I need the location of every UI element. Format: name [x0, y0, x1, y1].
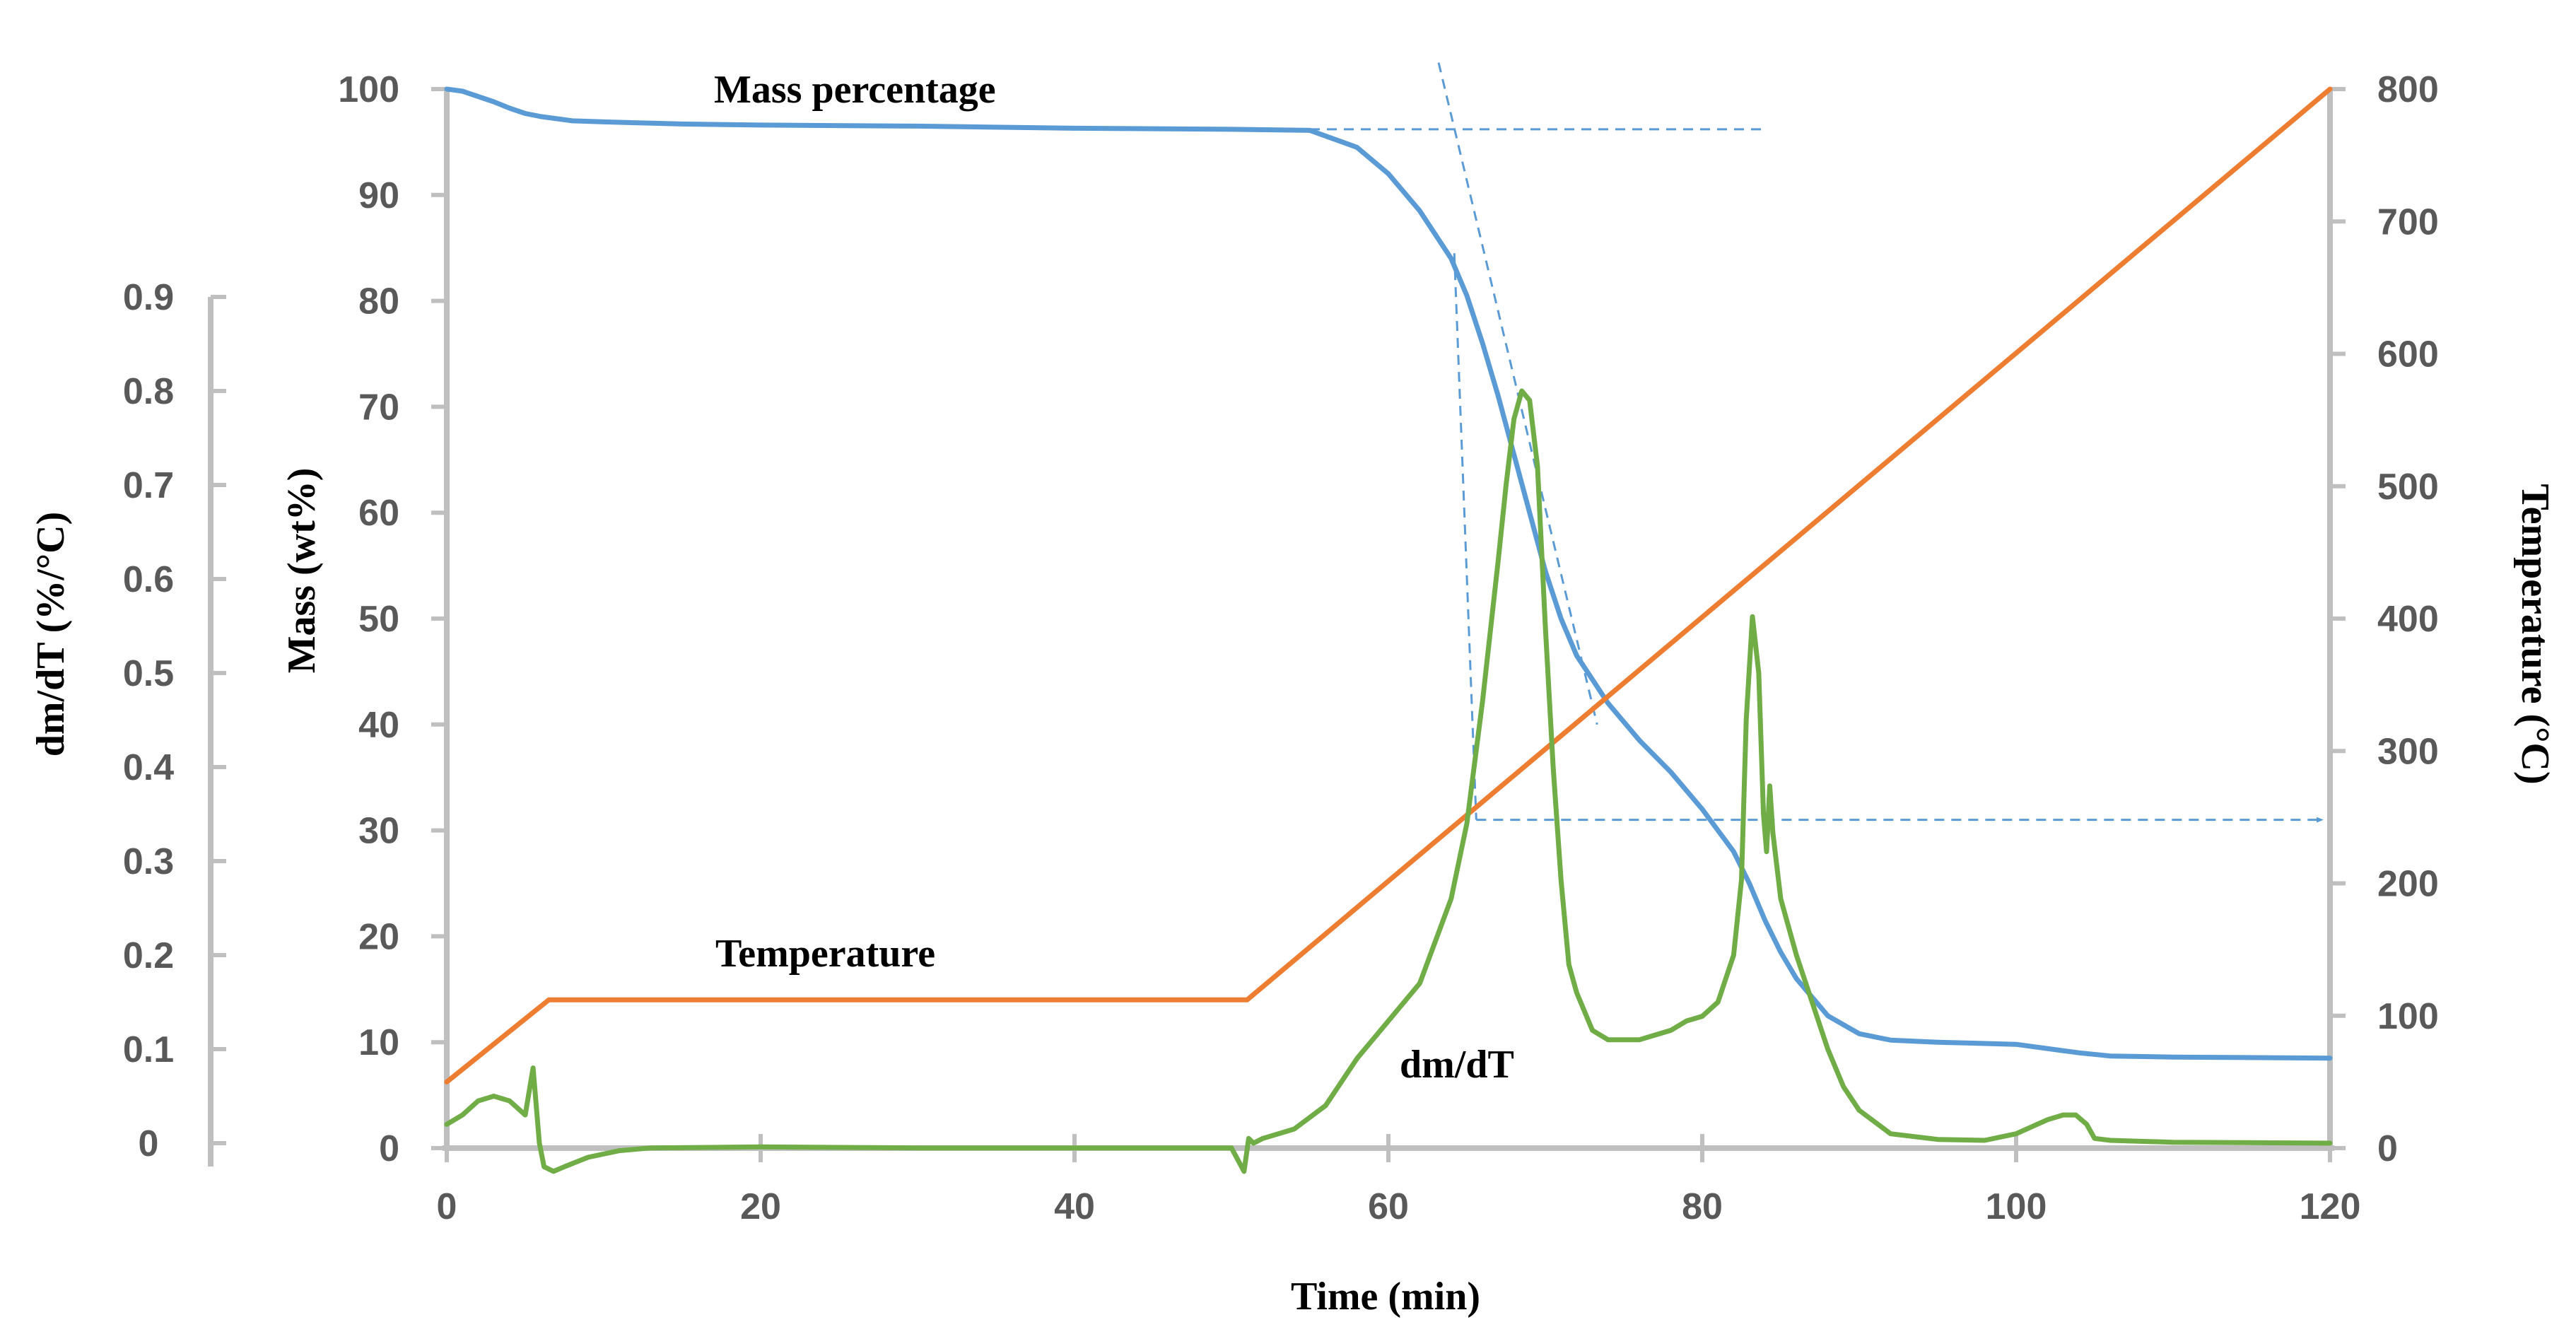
- temperature-tick-label: 100: [2377, 996, 2439, 1037]
- dmdt-tick-label: 0.7: [123, 465, 174, 506]
- mass-tick-label: 10: [358, 1022, 399, 1063]
- x-tick-label: 120: [2300, 1186, 2361, 1227]
- mass-tick-label: 80: [358, 281, 399, 322]
- x-tick-label: 40: [1054, 1186, 1095, 1227]
- mass-tick-label: 30: [358, 811, 399, 852]
- series-lines: [444, 86, 2333, 1174]
- mass-tick-label: 100: [338, 69, 399, 110]
- dmdt-tick-label: 0.4: [123, 747, 174, 788]
- chart-axes: [208, 87, 2346, 1166]
- mass-axis-title: Mass (wt%): [280, 468, 324, 674]
- x-tick-label: 80: [1682, 1186, 1723, 1227]
- mass-tick-label: 20: [358, 916, 399, 957]
- mass-tick-label: 0: [379, 1128, 399, 1169]
- temperature-tick-label: 500: [2377, 467, 2439, 508]
- guide-steep-tangent: [1437, 62, 1598, 725]
- temperature-label: Temperature: [715, 932, 935, 976]
- dmdt-tick-label: 0.5: [123, 653, 174, 694]
- temperature-tick-label: 600: [2377, 334, 2439, 375]
- temperature-axis-title: Temperature (°C): [2513, 484, 2557, 784]
- dmdt-tick-label: 0.8: [123, 371, 174, 412]
- mass-tick-label: 70: [358, 387, 399, 428]
- dmdt-tick-label: 0: [139, 1123, 159, 1164]
- dmdt-tick-label: 0.6: [123, 559, 174, 600]
- tick-labels: 0 20 40 60 80 100 120 0 10 20 30 40 50 60 70 80 90 100 0 10…: [123, 69, 2439, 1227]
- mass-tick-label: 60: [358, 493, 399, 534]
- mass-tick-label: 50: [358, 599, 399, 640]
- temperature-tick-label: 700: [2377, 201, 2439, 242]
- dmdt-axis-title: dm/dT (%/°C): [29, 512, 73, 757]
- dmdt-tick-label: 0.9: [123, 277, 174, 318]
- x-tick-label: 60: [1368, 1186, 1409, 1227]
- guide-lines: [1310, 62, 2324, 823]
- temperature-tick-label: 300: [2377, 731, 2439, 772]
- x-tick-label: 20: [740, 1186, 781, 1227]
- dmdt-tick-label: 0.1: [123, 1029, 174, 1070]
- temperature-tick-label: 0: [2377, 1128, 2398, 1169]
- dmdt-label: dm/dT: [1400, 1043, 1514, 1087]
- temperature-tick-label: 400: [2377, 599, 2439, 640]
- temperature-line: [444, 86, 2333, 1084]
- dmdt-tick-label: 0.3: [123, 841, 174, 882]
- mass-percentage-line: [444, 86, 2333, 1061]
- dmdt-tick-label: 0.2: [123, 935, 174, 976]
- mass-percentage-label: Mass percentage: [714, 68, 996, 112]
- guide-onset-drop: [1453, 253, 1477, 820]
- temperature-tick-label: 200: [2377, 864, 2439, 905]
- x-axis-title: Time (min): [1291, 1275, 1480, 1318]
- temperature-tick-label: 800: [2377, 69, 2439, 110]
- mass-tick-label: 40: [358, 705, 399, 746]
- x-tick-label: 100: [1986, 1186, 2047, 1227]
- mass-tick-label: 90: [358, 175, 399, 216]
- x-tick-label: 0: [437, 1186, 457, 1227]
- dmdt-line: [444, 388, 2333, 1174]
